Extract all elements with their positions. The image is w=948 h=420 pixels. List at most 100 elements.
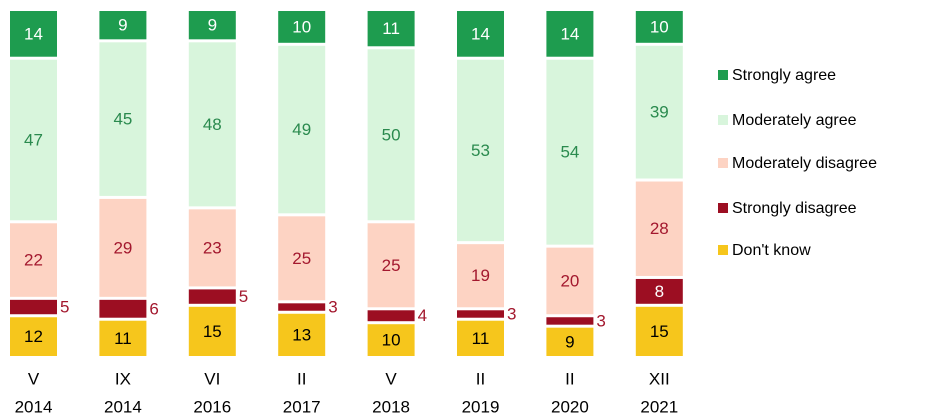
bar-segment [635,278,683,304]
data-label: 12 [24,327,43,346]
bar-segment [457,11,504,57]
data-label: 22 [24,251,43,270]
bar-segment [457,59,504,242]
x-tick-label: XII [649,369,670,388]
bar-segment [367,11,415,47]
bar-segment [457,244,504,308]
legend-swatch [718,115,728,125]
legend-label: Strongly agree [732,67,836,84]
data-label: 14 [560,24,579,43]
bar-segment [278,11,326,43]
bar-segment [546,327,594,356]
data-label: 48 [203,115,222,134]
data-label: 9 [208,16,217,35]
bar-segment [635,11,683,43]
x-tick-label: II [565,369,574,388]
bar-segment [278,313,326,356]
data-label: 3 [328,298,337,317]
data-label: 4 [418,306,427,325]
bar-segment [188,289,236,304]
data-label: 10 [382,331,401,350]
bar-segment [546,247,594,315]
bar-segment [188,209,236,287]
data-label: 39 [650,103,669,122]
bar-segment [546,59,594,245]
x-tick-label: 2017 [283,397,321,416]
bar-segment [99,320,147,356]
bar-segment [367,223,415,308]
data-label: 15 [203,322,222,341]
bar-segment [635,306,683,356]
bar-segment [10,317,57,356]
bar-segment [367,49,415,221]
bar-segment [10,223,57,297]
bar-segment [367,324,415,356]
data-label: 9 [118,16,127,35]
legend-swatch [718,158,728,168]
bar-segment [278,216,326,301]
data-label: 14 [471,24,490,43]
x-tick-label: 2021 [640,397,678,416]
x-tick-label: II [476,369,485,388]
data-label: 9 [565,332,574,351]
x-tick-label: 2014 [15,397,53,416]
data-label: 54 [560,143,579,162]
legend-label: Don't know [732,242,811,259]
bar-segment [99,198,147,297]
bar-segment [10,11,57,57]
data-label: 6 [149,299,158,318]
bar-segment [99,11,147,40]
x-tick-label: 2018 [372,397,410,416]
data-label: 49 [292,120,311,139]
data-label: 47 [24,130,43,149]
bar-segment [188,11,236,40]
bar-segment [635,181,683,276]
bar-segment [99,42,147,196]
data-label: 3 [596,311,605,330]
data-label: 5 [239,287,248,306]
x-tick-label: 2014 [104,397,142,416]
x-tick-label: VI [204,369,220,388]
x-tick-label: 2020 [551,397,589,416]
x-tick-label: IX [115,369,131,388]
data-label: 25 [382,256,401,275]
data-label: 11 [114,329,132,348]
data-label: 8 [655,282,664,301]
legend-swatch [718,203,728,213]
data-label: 11 [382,19,400,38]
x-tick-label: V [28,369,40,388]
data-label: 14 [24,24,43,43]
data-label: 11 [472,329,490,348]
bar-segment [546,317,594,325]
legend-label: Strongly disagree [732,200,857,217]
x-tick-label: 2016 [193,397,231,416]
legend-swatch [718,245,728,255]
bar-segment [99,299,147,318]
bar-segment [10,299,57,315]
bar-segment [635,45,683,179]
data-label: 23 [203,238,222,257]
bar-segment [188,306,236,356]
data-label: 13 [292,325,311,344]
data-label: 25 [292,249,311,268]
x-tick-label: 2019 [462,397,500,416]
data-label: 5 [60,298,69,317]
data-label: 3 [507,304,516,323]
bar-segment [367,310,415,322]
bar-segment [278,45,326,214]
data-label: 15 [650,322,669,341]
legend-label: Moderately disagree [732,155,877,172]
data-label: 50 [382,125,401,144]
legend-swatch [718,70,728,80]
x-tick-label: II [297,369,306,388]
bar-segment [278,303,326,311]
bar-segment [10,59,57,221]
data-label: 20 [560,271,579,290]
legend-label: Moderately agree [732,112,857,129]
data-label: 10 [650,17,669,36]
data-label: 29 [113,238,132,257]
x-tick-label: V [385,369,397,388]
bar-segment [457,310,504,318]
data-label: 45 [113,110,132,129]
